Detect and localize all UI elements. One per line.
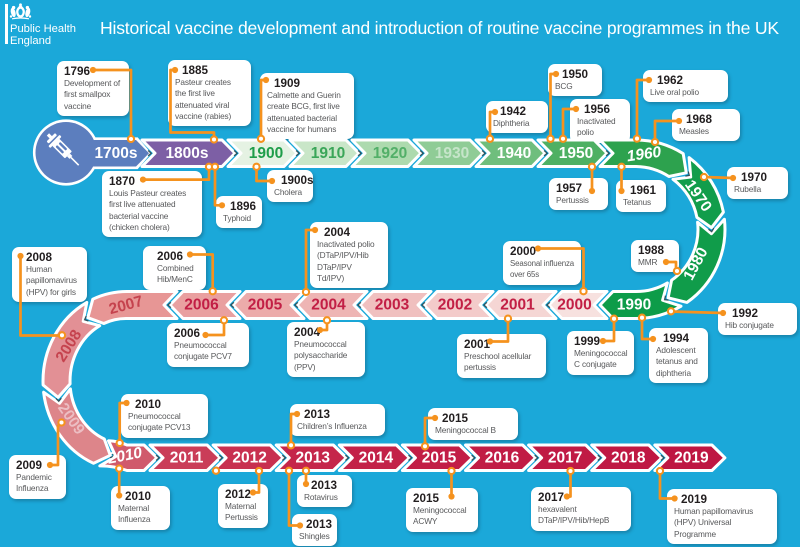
svg-text:1960: 1960 (626, 144, 663, 166)
svg-text:1900: 1900 (249, 145, 283, 162)
svg-text:1920: 1920 (373, 145, 407, 162)
svg-text:2002: 2002 (438, 297, 472, 314)
svg-text:1950: 1950 (559, 145, 593, 162)
svg-text:2017: 2017 (548, 449, 582, 466)
svg-text:2015: 2015 (422, 449, 457, 466)
svg-text:2006: 2006 (184, 297, 219, 314)
svg-text:2000: 2000 (557, 297, 591, 314)
svg-text:2004: 2004 (311, 297, 346, 314)
svg-text:2008: 2008 (53, 327, 86, 366)
svg-text:2016: 2016 (485, 449, 520, 466)
svg-text:1800s: 1800s (165, 145, 208, 162)
svg-text:2009: 2009 (54, 400, 88, 438)
svg-text:1980: 1980 (680, 245, 711, 283)
svg-text:1910: 1910 (311, 145, 345, 162)
svg-text:2019: 2019 (674, 449, 709, 466)
svg-text:2007: 2007 (107, 293, 145, 318)
svg-text:1930: 1930 (435, 145, 469, 162)
svg-text:1940: 1940 (497, 145, 531, 162)
svg-text:1990: 1990 (617, 297, 651, 314)
svg-text:1700s: 1700s (94, 145, 137, 162)
svg-text:2014: 2014 (359, 449, 394, 466)
svg-text:2012: 2012 (232, 449, 266, 466)
svg-text:2001: 2001 (500, 297, 535, 314)
svg-text:2005: 2005 (248, 297, 283, 314)
svg-text:2003: 2003 (375, 297, 410, 314)
svg-text:2010: 2010 (105, 444, 143, 468)
svg-text:1970: 1970 (681, 177, 715, 215)
svg-text:2018: 2018 (611, 449, 646, 466)
svg-text:2013: 2013 (296, 449, 331, 466)
svg-text:2011: 2011 (170, 449, 204, 466)
